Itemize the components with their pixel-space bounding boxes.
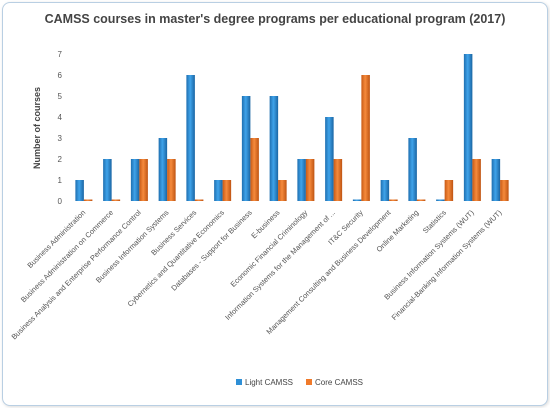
bar-core-camss	[278, 180, 287, 201]
bar-light-camss	[130, 159, 140, 201]
bar-light-camss	[491, 159, 501, 201]
bar-core-camss	[167, 159, 176, 201]
bar-light-camss	[241, 96, 251, 201]
bar-light-camss	[75, 180, 84, 201]
y-tick-label: 5	[58, 92, 63, 101]
legend-entry: Light CAMSS	[245, 378, 293, 387]
bar-light-camss	[463, 54, 473, 201]
bar-light-camss	[380, 180, 390, 201]
y-axis-label: Number of courses	[32, 87, 42, 169]
bar-core-camss	[111, 199, 121, 201]
bar-core-camss	[389, 199, 398, 201]
bar-core-camss	[361, 75, 370, 201]
bar-core-camss	[194, 199, 204, 201]
bar-core-camss	[250, 138, 259, 201]
bar-light-camss	[436, 199, 445, 201]
y-tick-label: 4	[58, 113, 63, 122]
bar-light-camss	[408, 138, 417, 201]
chart-title: CAMSS courses in master's degree program…	[44, 12, 506, 26]
bar-light-camss	[269, 96, 279, 201]
bar-core-camss	[444, 180, 454, 201]
y-tick-label: 6	[58, 71, 63, 80]
legend-swatch	[306, 379, 312, 385]
bar-core-camss	[83, 199, 93, 201]
bar-core-camss	[139, 159, 148, 201]
bar-core-camss	[305, 159, 315, 201]
bar-light-camss	[325, 117, 334, 201]
x-category-label: Statistics	[421, 208, 448, 235]
bar-light-camss	[352, 199, 362, 201]
bar-core-camss	[472, 159, 481, 201]
bar-light-camss	[214, 180, 223, 201]
bar-core-camss	[333, 159, 343, 201]
bar-light-camss	[103, 159, 112, 201]
x-category-label: Business Analysis and Enterprise Perform…	[9, 208, 143, 342]
y-tick-label: 7	[58, 50, 63, 59]
bar-core-camss	[416, 199, 426, 201]
bar-light-camss	[186, 75, 195, 201]
y-tick-label: 2	[58, 155, 63, 164]
bar-core-camss	[222, 180, 232, 201]
bar-light-camss	[297, 159, 306, 201]
legend-entry: Core CAMSS	[315, 378, 363, 387]
bar-light-camss	[158, 138, 168, 201]
y-tick-label: 3	[58, 134, 63, 143]
legend-swatch	[236, 379, 242, 385]
y-tick-label: 1	[58, 176, 63, 185]
y-tick-label: 0	[58, 197, 63, 206]
bar-core-camss	[500, 180, 509, 201]
